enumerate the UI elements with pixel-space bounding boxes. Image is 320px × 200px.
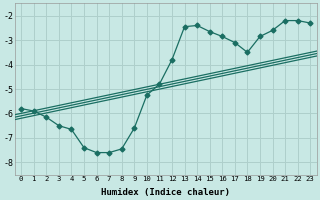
X-axis label: Humidex (Indice chaleur): Humidex (Indice chaleur) [101, 188, 230, 197]
